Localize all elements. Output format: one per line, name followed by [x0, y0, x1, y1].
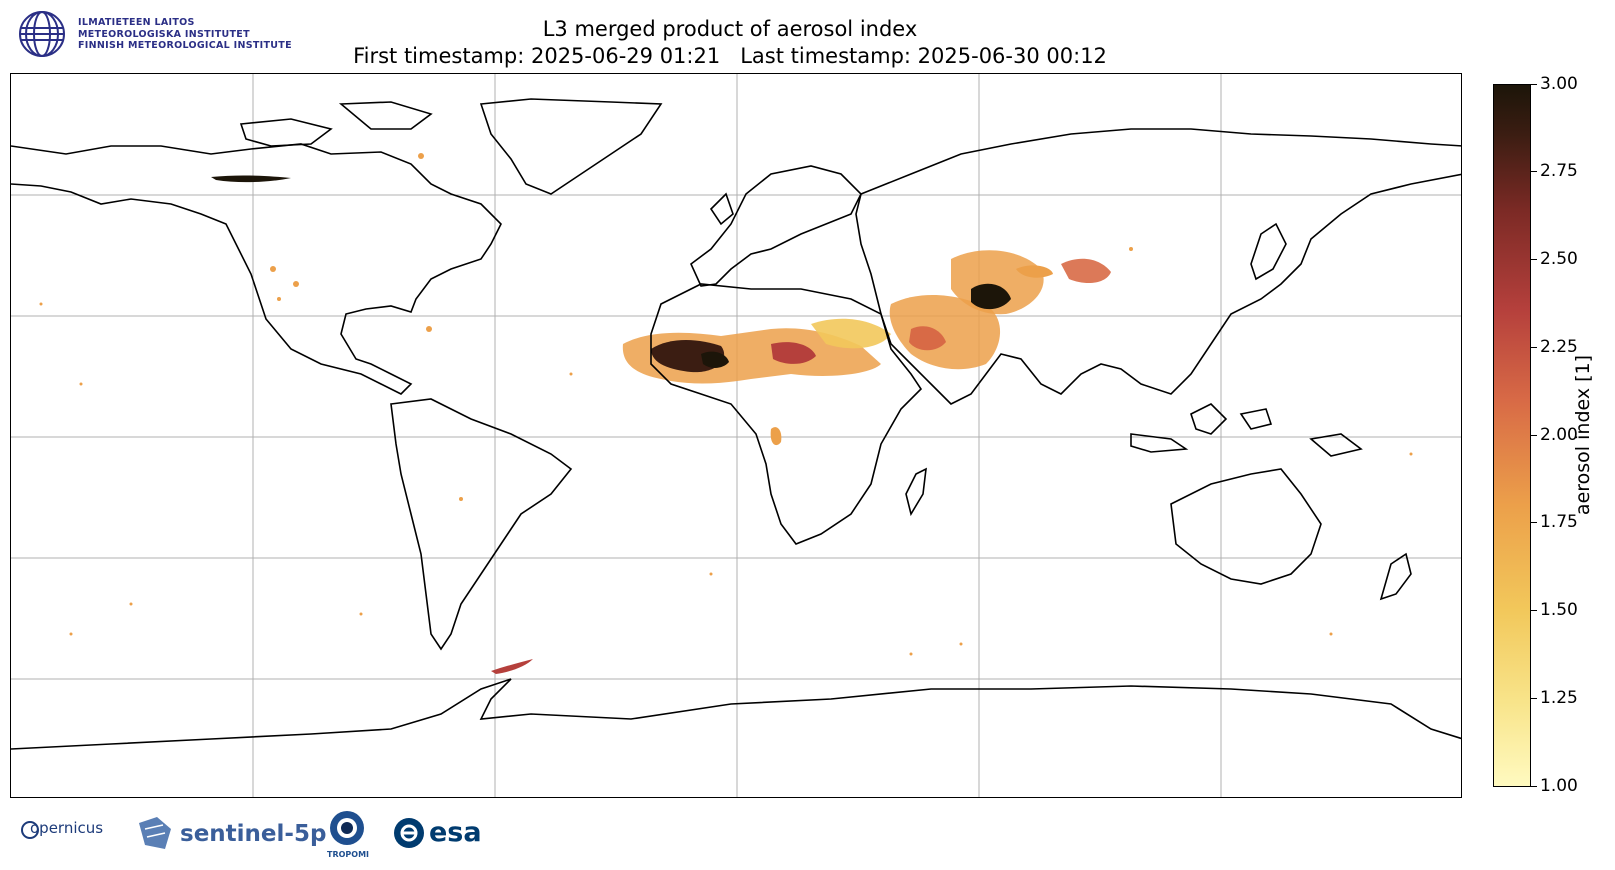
fmi-institute-name: ILMATIETEEN LAITOS METEOROLOGISKA INSTIT… — [78, 17, 292, 52]
colorbar-tick — [1531, 259, 1537, 260]
tropomi-eye-icon — [330, 811, 364, 845]
colorbar-tick-label: 2.75 — [1540, 161, 1578, 181]
colorbar-tick — [1531, 435, 1537, 436]
institute-line-en: FINNISH METEOROLOGICAL INSTITUTE — [78, 40, 292, 51]
colorbar-tick — [1531, 171, 1537, 172]
colorbar-tick-label: 2.50 — [1540, 249, 1578, 269]
colorbar-tick-label: 2.25 — [1540, 337, 1578, 357]
colorbar-tick — [1531, 698, 1537, 699]
colorbar-tick — [1531, 84, 1537, 85]
tropomi-wordmark: TROPOMI — [327, 850, 370, 859]
copernicus-wordmark: opernicus — [30, 819, 104, 837]
map-panel — [10, 73, 1462, 798]
satellite-icon — [139, 817, 171, 849]
colorbar-tick-label: 3.00 — [1540, 74, 1578, 94]
colorbar-tick-label: 1.00 — [1540, 776, 1578, 796]
chart-title-block: L3 merged product of aerosol index First… — [0, 16, 1460, 70]
coastlines — [11, 98, 1461, 750]
colorbar-tick — [1531, 522, 1537, 523]
world-map — [11, 74, 1461, 797]
chart-title: L3 merged product of aerosol index — [542, 17, 918, 41]
aerosol-data-layer — [39, 153, 1413, 674]
fmi-logo — [18, 10, 308, 58]
fmi-emblem-icon — [19, 11, 65, 57]
institute-line-fi: ILMATIETEEN LAITOS — [78, 17, 195, 28]
colorbar-tick-label: 1.25 — [1540, 688, 1578, 708]
sentinel-wordmark: sentinel-5p — [180, 821, 327, 847]
esa-wordmark: esa — [429, 817, 482, 848]
copernicus-logo: opernicus — [20, 812, 110, 852]
institute-line-sv: METEOROLOGISKA INSTITUTET — [78, 28, 250, 40]
colorbar-tick-label: 1.50 — [1540, 600, 1578, 620]
colorbar — [1493, 84, 1531, 787]
tropomi-logo: TROPOMI — [325, 808, 373, 863]
colorbar-tick-label: 2.00 — [1540, 425, 1578, 445]
colorbar-tick-label: 1.75 — [1540, 512, 1578, 532]
colorbar-tick — [1531, 610, 1537, 611]
copernicus-c-icon — [21, 821, 39, 839]
esa-logo: esa — [393, 817, 493, 857]
colorbar-tick — [1531, 347, 1537, 348]
colorbar-tick — [1531, 786, 1537, 787]
gridlines — [11, 74, 1461, 797]
esa-emblem-icon — [394, 818, 424, 848]
chart-subtitle: First timestamp: 2025-06-29 01:21 Last t… — [353, 44, 1107, 68]
sentinel-5p-logo: sentinel-5p — [135, 815, 326, 855]
colorbar-label: aerosol index [1] — [1572, 354, 1594, 516]
